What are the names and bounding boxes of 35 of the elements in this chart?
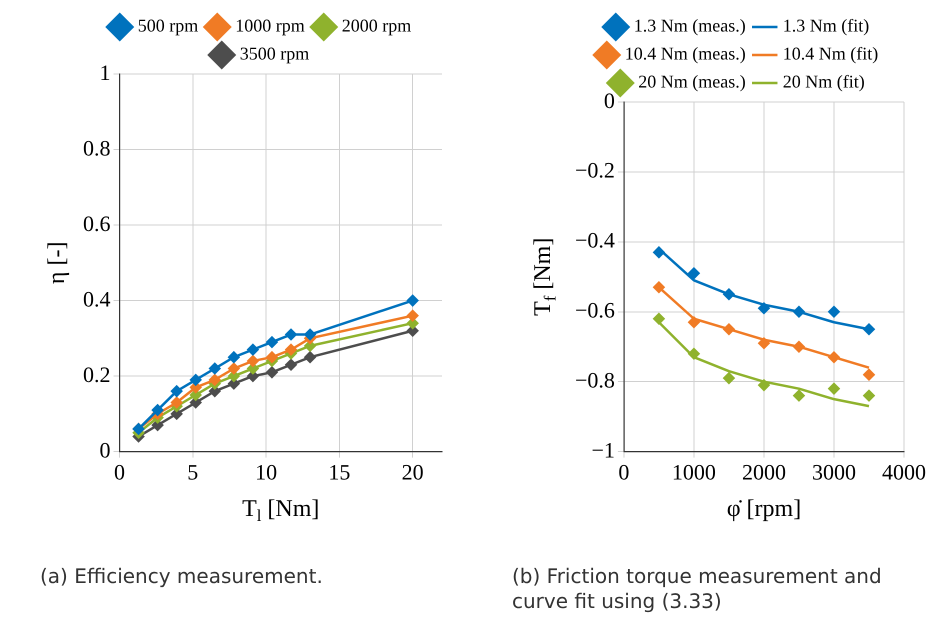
y-tick-label: 0.6 — [83, 210, 110, 236]
text: (b) Friction torque measurement and curve fit using (3.33) — [511, 563, 883, 614]
legend-label: 1000 rpm — [235, 16, 305, 36]
x-tick-label: 3000 — [812, 460, 856, 485]
y-tick-label: 0.2 — [83, 362, 110, 387]
legend-label: 3500 rpm — [240, 44, 310, 64]
x-tick-label: 2000 — [742, 460, 786, 485]
legend-label: 20 Nm (fit) — [782, 72, 865, 92]
x-tick-label: 5 — [187, 460, 198, 485]
y-tick-label: −0.2 — [574, 158, 615, 183]
legend-label: 1.3 Nm (fit) — [782, 16, 870, 36]
y-axis-title: Tf [Nm] — [530, 238, 560, 316]
x-tick-label: 1000 — [672, 460, 716, 485]
x-tick-label: 20 — [402, 460, 424, 485]
legend-label: 10.4 Nm (meas.) — [624, 44, 746, 64]
y-tick-label: 0.4 — [83, 286, 110, 312]
text: (a) Efficiency measurement. — [39, 563, 324, 589]
legend-label: 2000 rpm — [342, 16, 412, 36]
y-tick-label: −0.4 — [574, 228, 615, 253]
y-axis-title: η [-] — [44, 242, 70, 284]
y-tick-label: −0.6 — [574, 298, 615, 323]
y-tick-label: −1 — [591, 437, 615, 462]
y-tick-label: 1 — [100, 60, 110, 85]
x-tick-label: 10 — [255, 460, 278, 485]
legend-label: 1.3 Nm (meas.) — [634, 16, 746, 36]
y-tick-label: −0.8 — [574, 367, 615, 392]
legend-label: 20 Nm (meas.) — [638, 72, 746, 92]
y-tick-label: 0.8 — [83, 135, 110, 160]
x-tick-label: 4000 — [882, 460, 926, 485]
y-tick-label: 0 — [100, 437, 110, 462]
legend-label: 10.4 Nm (fit) — [782, 44, 878, 64]
x-tick-label: 15 — [328, 460, 350, 485]
y-tick-label: 0 — [604, 88, 615, 113]
x-axis-title: φ̇ [rpm] — [726, 496, 802, 522]
legend-label: 500 rpm — [138, 16, 198, 36]
